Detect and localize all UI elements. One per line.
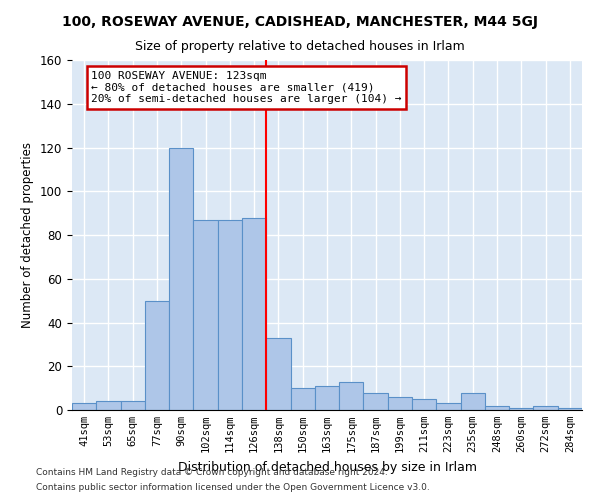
Bar [193,220,218,410]
Text: Contains public sector information licensed under the Open Government Licence v3: Contains public sector information licen… [36,483,430,492]
Bar [412,399,436,410]
Text: 100, ROSEWAY AVENUE, CADISHEAD, MANCHESTER, M44 5GJ: 100, ROSEWAY AVENUE, CADISHEAD, MANCHEST… [62,15,538,29]
Bar [485,406,509,410]
Bar [145,300,169,410]
Bar [436,404,461,410]
Bar [96,401,121,410]
Text: Contains HM Land Registry data © Crown copyright and database right 2024.: Contains HM Land Registry data © Crown c… [36,468,388,477]
Bar [509,408,533,410]
Bar [461,392,485,410]
Text: 100 ROSEWAY AVENUE: 123sqm
← 80% of detached houses are smaller (419)
20% of sem: 100 ROSEWAY AVENUE: 123sqm ← 80% of deta… [91,71,402,104]
Bar [388,397,412,410]
Bar [169,148,193,410]
Bar [339,382,364,410]
Bar [364,392,388,410]
Y-axis label: Number of detached properties: Number of detached properties [22,142,34,328]
Bar [242,218,266,410]
Text: Size of property relative to detached houses in Irlam: Size of property relative to detached ho… [135,40,465,53]
Bar [121,401,145,410]
Bar [266,338,290,410]
Bar [290,388,315,410]
X-axis label: Distribution of detached houses by size in Irlam: Distribution of detached houses by size … [178,460,476,473]
Bar [533,406,558,410]
Bar [218,220,242,410]
Bar [558,408,582,410]
Bar [72,404,96,410]
Bar [315,386,339,410]
